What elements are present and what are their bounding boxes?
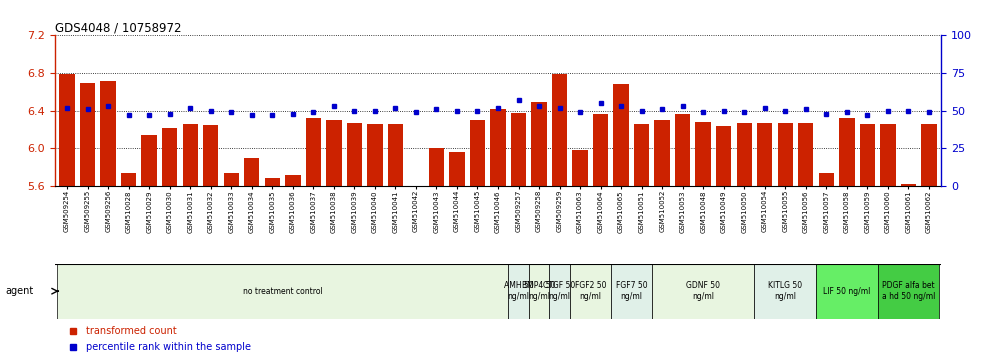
Text: PDGF alfa bet
a hd 50 ng/ml: PDGF alfa bet a hd 50 ng/ml — [881, 281, 935, 301]
Bar — [121, 173, 136, 186]
Bar — [408, 186, 423, 188]
Bar — [798, 123, 814, 186]
Bar — [860, 124, 875, 186]
Bar — [326, 120, 342, 186]
Bar — [880, 124, 895, 186]
Text: agent: agent — [5, 286, 33, 296]
Bar — [675, 114, 690, 186]
Bar — [695, 122, 711, 186]
Bar — [840, 118, 855, 186]
Bar — [819, 173, 834, 186]
Bar — [573, 150, 588, 186]
Bar — [921, 124, 936, 186]
Bar — [162, 127, 177, 186]
Bar — [531, 102, 547, 186]
Bar — [529, 264, 550, 319]
Bar — [652, 264, 755, 319]
Bar — [449, 152, 465, 186]
Text: transformed count: transformed count — [86, 326, 176, 336]
Text: no treatment control: no treatment control — [243, 287, 323, 296]
Bar — [428, 148, 444, 186]
Text: FGF7 50
ng/ml: FGF7 50 ng/ml — [616, 281, 647, 301]
Bar — [877, 264, 939, 319]
Text: CTGF 50
ng/ml: CTGF 50 ng/ml — [544, 281, 576, 301]
Bar — [265, 178, 280, 186]
Bar — [368, 124, 382, 186]
Bar — [716, 126, 731, 186]
Bar — [285, 175, 301, 186]
Bar — [900, 184, 916, 186]
Bar — [633, 124, 649, 186]
Bar — [508, 264, 529, 319]
Bar — [306, 118, 321, 186]
Bar — [570, 264, 611, 319]
Bar — [387, 124, 403, 186]
Bar — [60, 74, 75, 186]
Bar — [203, 125, 218, 186]
Bar — [182, 124, 198, 186]
Bar — [101, 81, 116, 186]
Bar — [490, 109, 506, 186]
Bar — [470, 120, 485, 186]
Bar — [57, 264, 508, 319]
Bar — [80, 83, 96, 186]
Bar — [755, 264, 816, 319]
Bar — [654, 120, 670, 186]
Bar — [757, 123, 773, 186]
Bar — [614, 84, 628, 186]
Bar — [611, 264, 652, 319]
Bar — [816, 264, 877, 319]
Bar — [511, 113, 526, 186]
Text: LIF 50 ng/ml: LIF 50 ng/ml — [823, 287, 871, 296]
Bar — [347, 123, 363, 186]
Text: FGF2 50
ng/ml: FGF2 50 ng/ml — [575, 281, 607, 301]
Bar — [244, 158, 260, 186]
Text: GDNF 50
ng/ml: GDNF 50 ng/ml — [686, 281, 720, 301]
Bar — [736, 123, 752, 186]
Text: percentile rank within the sample: percentile rank within the sample — [86, 342, 251, 352]
Bar — [778, 123, 793, 186]
Bar — [223, 173, 239, 186]
Text: KITLG 50
ng/ml: KITLG 50 ng/ml — [768, 281, 803, 301]
Text: AMH 50
ng/ml: AMH 50 ng/ml — [504, 281, 534, 301]
Text: GDS4048 / 10758972: GDS4048 / 10758972 — [55, 21, 181, 34]
Bar — [593, 114, 609, 186]
Bar — [141, 135, 156, 186]
Bar — [550, 264, 570, 319]
Bar — [552, 74, 568, 186]
Text: BMP4 50
ng/ml: BMP4 50 ng/ml — [522, 281, 556, 301]
